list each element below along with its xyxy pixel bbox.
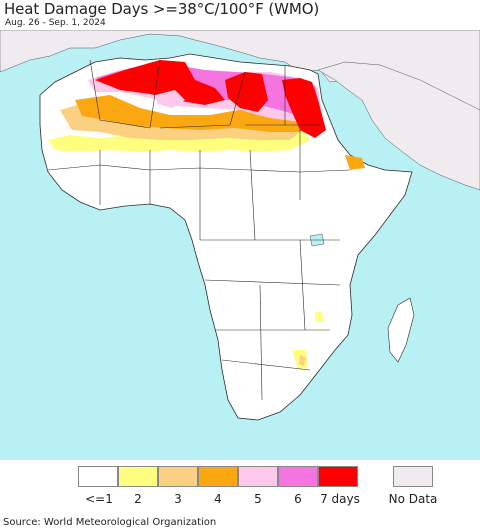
- legend-label-3: 3: [174, 492, 182, 506]
- zone-4-days: [75, 95, 310, 132]
- country-borders: [47, 59, 351, 401]
- legend-swatch-7: [318, 466, 358, 487]
- africa-heat-map: [0, 30, 480, 460]
- middle-east-landmass: [317, 61, 480, 191]
- source-credit: Source: World Meteorological Organizatio…: [3, 517, 217, 528]
- zone-7-days-egypt: [282, 78, 326, 138]
- legend-label-le1: <=1: [85, 492, 113, 506]
- legend-label-4: 4: [214, 492, 222, 506]
- legend-swatch-4: [198, 466, 238, 487]
- zone-7-days-central: [225, 72, 268, 112]
- legend-label-no-data: No Data: [388, 492, 438, 506]
- zone-cooler-pocket: [155, 90, 185, 108]
- legend-swatch-5: [238, 466, 278, 487]
- legend-label-2: 2: [134, 492, 142, 506]
- legend: <=1 2 3 4 5 6 7 days No Data: [0, 466, 480, 506]
- zone-7-days-west: [95, 60, 225, 105]
- legend-label-6: 6: [294, 492, 302, 506]
- legend-swatch-le1: [78, 466, 118, 487]
- legend-label-7: 7 days: [320, 492, 360, 506]
- legend-label-5: 5: [254, 492, 262, 506]
- legend-swatch-2: [118, 466, 158, 487]
- zone-mozambique-2: [315, 312, 324, 322]
- map-title: Heat Damage Days >=38°C/100°F (WMO): [4, 0, 320, 18]
- legend-swatch-6: [278, 466, 318, 487]
- zone-east-africa-4: [345, 155, 365, 170]
- legend-swatch-no-data: [393, 466, 433, 487]
- legend-swatch-3: [158, 466, 198, 487]
- madagascar: [387, 297, 415, 363]
- date-range: Aug. 26 - Sep. 1, 2024: [5, 18, 106, 28]
- zone-southern-3: [299, 355, 306, 366]
